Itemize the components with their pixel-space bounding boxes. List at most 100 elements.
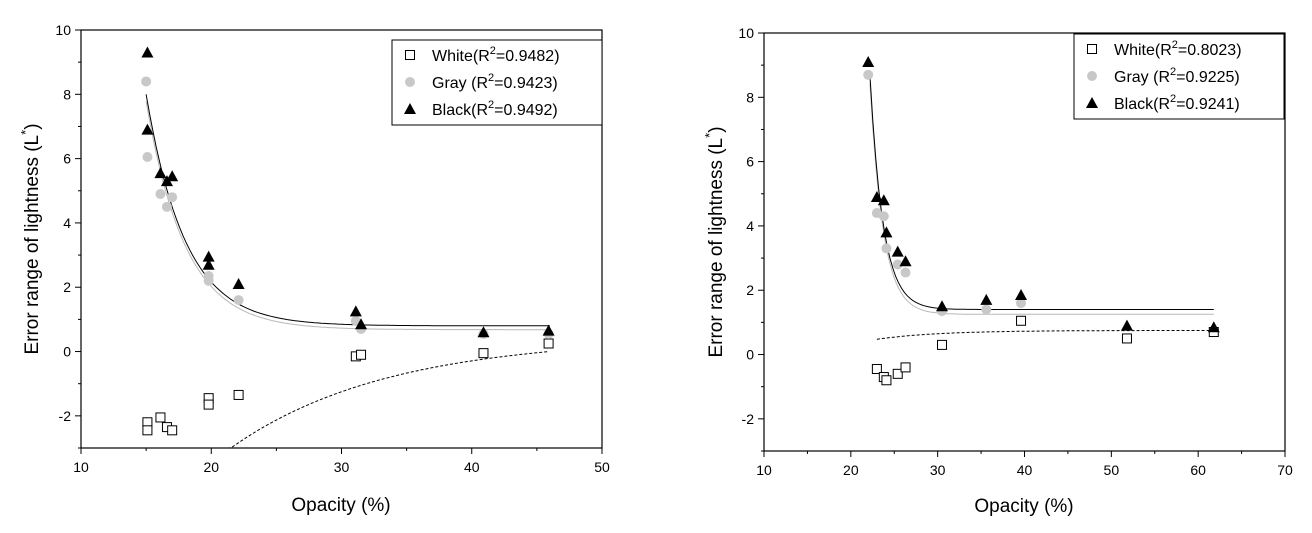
legend-label-white-right: White(R2=0.8023) (1114, 39, 1242, 59)
legend-right: White(R2=0.8023) Gray (R2=0.9225) Black(R2… (1073, 33, 1285, 120)
axis-ticks-left: 10 20 30 40 50 -2 0 2 4 6 8 10 (55, 22, 610, 475)
y-tick-label-right: 4 (746, 218, 754, 234)
y-tick-label-left: 8 (63, 86, 71, 102)
legend-marker-white-right (1087, 44, 1097, 54)
legend-label-gray-left: Gray (R2=0.9423) (432, 72, 558, 92)
data-point-white-right (1016, 315, 1027, 326)
data-point-white-right (871, 364, 882, 375)
data-point-gray-left (233, 295, 244, 306)
data-point-black-left (349, 305, 362, 317)
legend-marker-white-left (405, 50, 415, 60)
data-point-gray-right (900, 267, 911, 278)
data-point-black-right (1015, 289, 1028, 301)
data-point-gray-right (892, 259, 903, 270)
data-point-gray-right (878, 211, 889, 222)
x-tick-label-left: 10 (73, 459, 89, 475)
data-point-white-left (167, 425, 178, 436)
data-point-gray-left (142, 152, 153, 163)
data-point-white-left (142, 425, 153, 436)
data-point-black-right (1120, 319, 1133, 331)
data-point-black-left (232, 278, 245, 290)
legend-marker-gray-right (1087, 71, 1097, 81)
data-point-black-right (877, 194, 890, 206)
legend-label-white-left: White(R2=0.9482) (432, 45, 560, 65)
legend-marker-gray-left (405, 77, 415, 87)
y-tick-label-left: 6 (63, 151, 71, 167)
legend-marker-black-left (404, 103, 416, 114)
data-point-gray-left (167, 192, 178, 203)
data-point-black-left (202, 258, 215, 270)
y-tick-label-right: 10 (738, 25, 754, 41)
data-point-white-right (892, 368, 903, 379)
fit-curve-black-left (145, 94, 550, 327)
x-tick-label-right: 20 (843, 462, 859, 478)
data-point-black-right (870, 190, 883, 202)
chart-right: 10 20 30 40 50 60 70 -2 0 2 4 6 8 10 Opacity (%) Erro… (702, 25, 1293, 517)
data-point-black-left (542, 324, 555, 336)
y-axis-title-right: Error range of lightness (L*) (702, 126, 727, 357)
y-tick-label-right: -2 (742, 411, 755, 427)
x-tick-label-right: 50 (1104, 462, 1120, 478)
x-tick-label-left: 50 (594, 459, 610, 475)
data-point-white-left (543, 338, 554, 349)
data-point-black-left (141, 46, 154, 58)
data-point-black-right (899, 255, 912, 267)
legend-label-black-right: Black(R2=0.9241) (1114, 93, 1240, 113)
data-point-black-right (1207, 321, 1220, 333)
data-point-gray-right (1016, 298, 1027, 309)
data-point-white-right (881, 375, 892, 386)
data-point-black-left (166, 170, 179, 182)
y-axis-title-left: Error range of lightness (L*) (18, 123, 43, 354)
data-point-gray-left (155, 188, 166, 199)
y-tick-label-left: -2 (59, 408, 72, 424)
x-tick-label-right: 40 (1017, 462, 1033, 478)
fit-curves-right (869, 74, 1214, 340)
legend-label-black-left: Black(R2=0.9492) (432, 99, 558, 119)
legend-box-right (1073, 33, 1285, 120)
axis-ticks-right: 10 20 30 40 50 60 70 -2 0 2 4 6 8 10 (738, 25, 1293, 478)
x-tick-label-right: 60 (1190, 462, 1206, 478)
data-point-gray-left (203, 270, 214, 281)
data-points-right (862, 55, 1220, 386)
x-tick-label-right: 30 (930, 462, 946, 478)
y-tick-label-right: 0 (746, 347, 754, 363)
x-tick-label-left: 40 (464, 459, 480, 475)
x-tick-label-right: 10 (756, 462, 772, 478)
data-point-white-right (937, 339, 948, 350)
fit-curve-black-right (869, 74, 1214, 310)
chart-left: 10 20 30 40 50 -2 0 2 4 6 8 10 Opacity (%) Error ra… (18, 22, 610, 516)
x-tick-label-left: 20 (203, 459, 219, 475)
data-point-white-left (356, 349, 367, 360)
legend-box-left (391, 39, 603, 126)
data-point-white-right (1121, 333, 1132, 344)
y-tick-label-left: 2 (63, 279, 71, 295)
y-tick-label-left: 10 (55, 22, 71, 38)
data-point-white-right (900, 362, 911, 373)
data-point-black-left (477, 326, 490, 338)
fit-curve-gray-right (869, 82, 1214, 315)
legend-marker-black-right (1086, 97, 1098, 108)
data-point-gray-right (881, 243, 892, 254)
fit-curve-white-left (147, 351, 549, 449)
x-tick-label-left: 30 (334, 459, 350, 475)
data-point-black-left (154, 167, 167, 179)
data-point-gray-left (141, 76, 152, 87)
data-point-gray-right (863, 69, 874, 80)
data-point-white-left (478, 348, 489, 359)
y-tick-label-right: 2 (746, 282, 754, 298)
data-point-gray-left (161, 201, 172, 212)
data-point-white-left (203, 399, 214, 410)
data-point-black-left (141, 123, 154, 135)
y-tick-label-right: 6 (746, 154, 754, 170)
legend-label-gray-right: Gray (R2=0.9225) (1114, 66, 1240, 86)
fit-curve-gray-left (145, 101, 550, 331)
data-point-black-right (891, 245, 904, 257)
data-point-gray-right (981, 304, 992, 315)
y-tick-label-right: 8 (746, 89, 754, 105)
data-point-white-left (233, 389, 244, 400)
legend-left: White(R2=0.9482) Gray (R2=0.9423) Black(R2… (391, 39, 603, 126)
data-point-white-left (155, 412, 166, 423)
data-point-black-right (880, 226, 893, 238)
data-point-black-right (980, 293, 993, 305)
